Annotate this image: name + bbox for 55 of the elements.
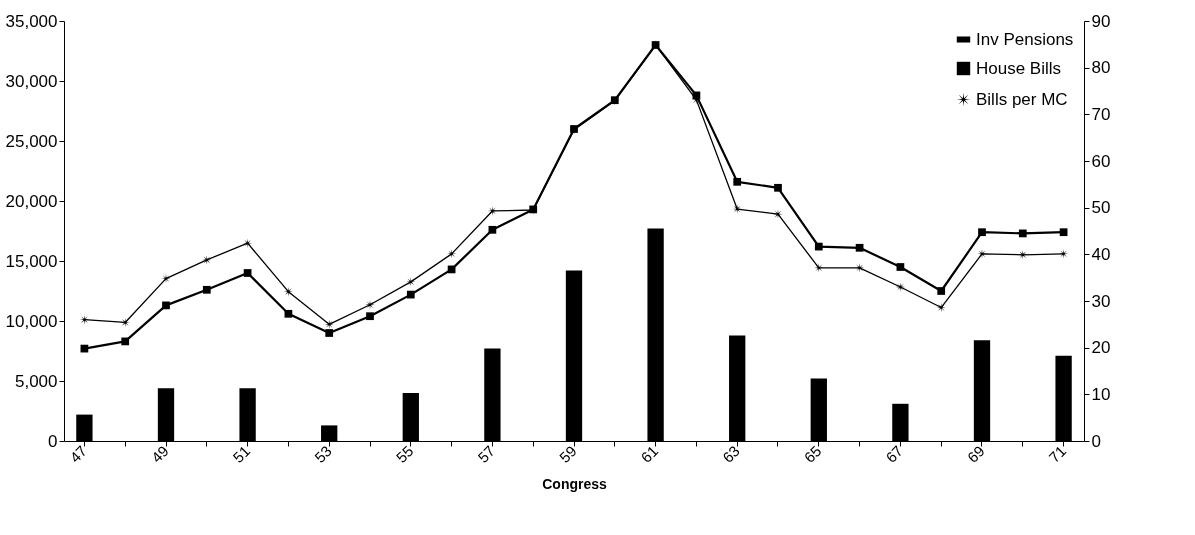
point — [79, 314, 90, 325]
y-tick-label: 25,000 — [5, 131, 58, 151]
x-tick-label: 47 — [66, 442, 91, 466]
x-tick-label: 53 — [311, 442, 335, 466]
point — [774, 183, 782, 192]
point — [202, 285, 211, 294]
y2-tick-label: 10 — [1091, 384, 1111, 404]
point — [1018, 229, 1027, 238]
point — [406, 290, 415, 299]
x-tick-label: 49 — [147, 442, 172, 466]
y2-tick-label: 90 — [1091, 11, 1111, 31]
point — [896, 263, 905, 271]
legend-label: Inv Pensions — [976, 29, 1074, 49]
x-tick-label: 51 — [229, 442, 254, 466]
x-tick-label: 67 — [882, 442, 907, 466]
point — [243, 269, 252, 277]
x-tick-label: 69 — [963, 442, 988, 466]
point — [937, 287, 946, 295]
x-tick-label: 65 — [800, 442, 825, 466]
y-tick-label: 20,000 — [5, 191, 58, 211]
x-tick-label: 59 — [555, 442, 580, 466]
x-tick-label: 63 — [719, 442, 743, 466]
y2-tick-label: 50 — [1091, 198, 1111, 218]
y2-tick-label: 20 — [1091, 338, 1111, 358]
point — [855, 243, 864, 252]
y2-tick-label: 80 — [1091, 58, 1111, 78]
y-tick-label: 5,000 — [14, 371, 58, 391]
point — [488, 225, 497, 234]
y2-tick-label: 70 — [1091, 104, 1111, 124]
point — [162, 301, 170, 310]
y2-tick-label: 30 — [1091, 291, 1111, 311]
x-tick-label: 55 — [392, 442, 417, 466]
y-tick-label: 35,000 — [5, 11, 58, 31]
x-tick-label: 61 — [637, 442, 662, 466]
x-tick-label: 71 — [1045, 442, 1070, 466]
y-tick-label: 0 — [48, 431, 58, 451]
point — [366, 312, 374, 321]
y2-tick-label: 40 — [1091, 244, 1111, 264]
x-axis-title: Congress — [542, 475, 607, 492]
point — [325, 329, 334, 337]
y-tick-label: 15,000 — [5, 251, 58, 271]
y2-tick-label: 60 — [1091, 151, 1111, 171]
point — [1059, 228, 1068, 237]
y-tick-label: 30,000 — [5, 71, 58, 91]
legend-label: House Bills — [976, 58, 1062, 78]
point — [284, 309, 293, 318]
y2-tick-label: 0 — [1091, 431, 1101, 451]
point — [733, 177, 742, 186]
legend-label: Bills per MC — [976, 89, 1068, 109]
x-tick-label: 57 — [474, 442, 499, 466]
point — [978, 228, 986, 237]
point — [121, 337, 130, 346]
point — [283, 286, 294, 297]
point — [814, 242, 823, 251]
y-tick-label: 10,000 — [5, 311, 58, 331]
